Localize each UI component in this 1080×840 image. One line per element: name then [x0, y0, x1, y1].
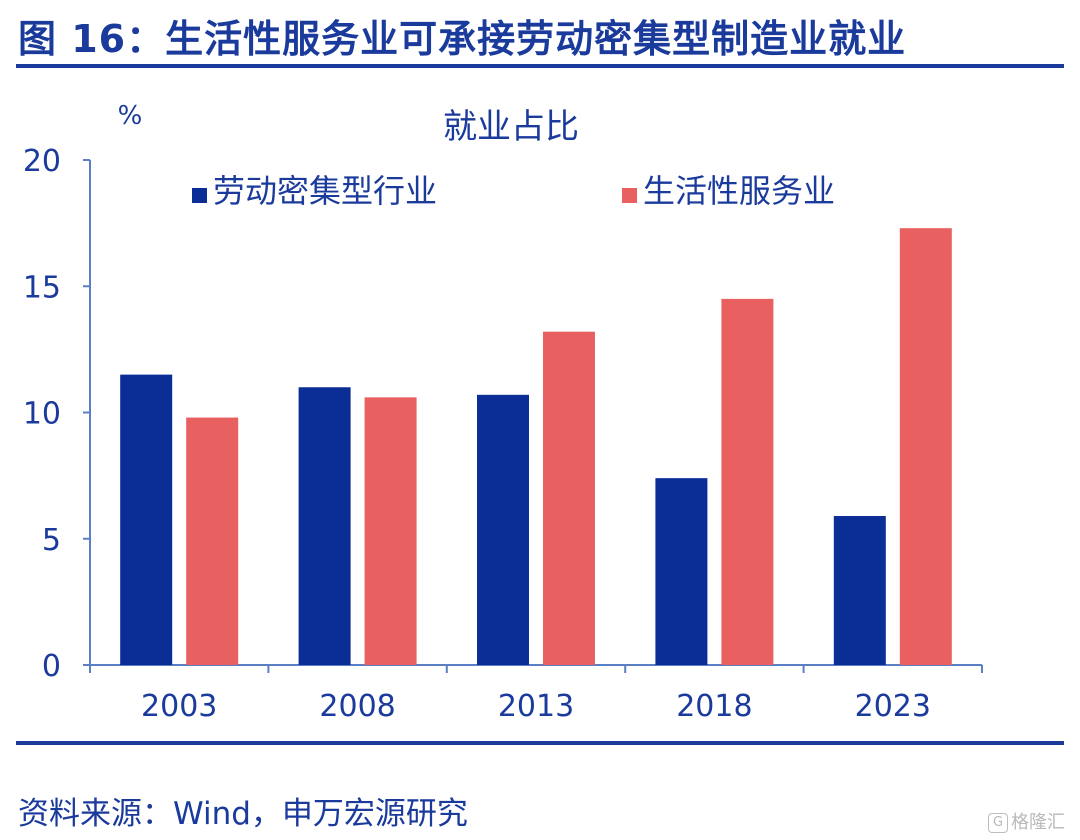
- legend-swatch: [622, 188, 637, 203]
- bar-consumer-services-2003: [186, 417, 239, 665]
- bar-consumer-services-2008: [364, 397, 417, 665]
- x-tick-label: 2003: [141, 689, 217, 724]
- x-tick-label: 2008: [319, 689, 395, 724]
- bar-labor-intensive-2013: [477, 394, 529, 665]
- legend-swatch: [192, 188, 207, 203]
- bar-labor-intensive-2018: [655, 478, 708, 665]
- bar-chart: 就业占比% 0 5 10 15 20 2003 2008 2013 2018 2023 劳动密集型行业…: [23, 101, 983, 724]
- bar-consumer-services-2023: [899, 228, 952, 666]
- y-tick-label: 10: [23, 397, 61, 432]
- watermark-logo-icon: G: [988, 813, 1008, 833]
- watermark: G 格隆汇: [988, 808, 1065, 834]
- y-tick-label: 5: [42, 523, 61, 558]
- bar-consumer-services-2013: [543, 331, 595, 665]
- title-divider: [16, 64, 1064, 68]
- y-tick-label: 0: [42, 649, 61, 684]
- figure-title: 图 16：生活性服务业可承接劳动密集型制造业就业: [18, 17, 907, 61]
- y-tick-label: 20: [23, 144, 61, 179]
- legend-label: 生活性服务业: [643, 172, 835, 210]
- chart-title: 就业占比: [443, 107, 579, 147]
- source-note: 资料来源：Wind，申万宏源研究: [18, 796, 468, 832]
- y-axis-unit: %: [118, 101, 143, 131]
- bar-consumer-services-2018: [721, 298, 774, 665]
- source-divider: [16, 741, 1064, 745]
- y-tick-label: 15: [23, 270, 61, 305]
- bar-labor-intensive-2003: [120, 374, 173, 665]
- bar-labor-intensive-2008: [298, 387, 351, 665]
- x-tick-label: 2013: [498, 689, 574, 724]
- x-tick-label: 2023: [855, 689, 931, 724]
- legend-label: 劳动密集型行业: [213, 172, 437, 210]
- x-tick-label: 2018: [676, 689, 752, 724]
- bar-labor-intensive-2023: [833, 516, 886, 665]
- watermark-text: 格隆汇: [1011, 812, 1065, 833]
